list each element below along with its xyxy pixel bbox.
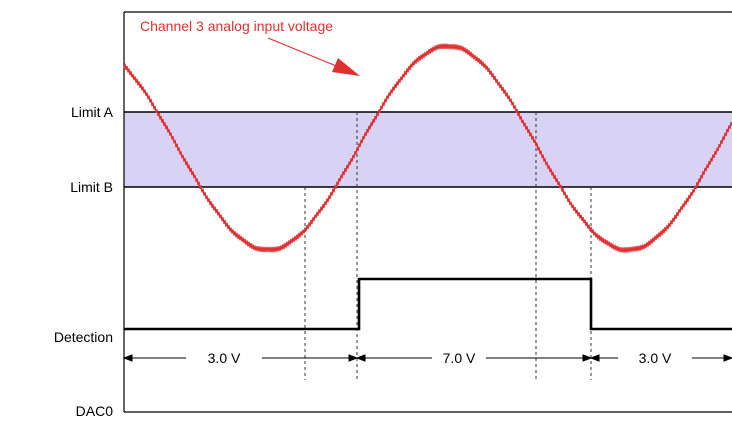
- dac0-label: DAC0: [76, 403, 114, 419]
- annotation-pointer-line: [267, 37, 347, 71]
- signal-annotation: Channel 3 analog input voltage: [140, 18, 333, 34]
- dac0-dimension-lines: [122, 354, 732, 362]
- arrow-head: [355, 354, 366, 362]
- arrow-head: [348, 354, 359, 362]
- limit-a-label: Limit A: [71, 104, 114, 120]
- limit-b-label: Limit B: [70, 179, 113, 195]
- arrow-head: [582, 354, 593, 362]
- limit-band: [124, 112, 732, 187]
- arrow-head: [589, 354, 600, 362]
- annotation-arrow-icon: [332, 58, 360, 76]
- arrow-head: [122, 354, 133, 362]
- arrow-head: [723, 354, 732, 362]
- dac-segment-2-label: 7.0 V: [443, 350, 476, 366]
- dac-segment-3-label: 3.0 V: [639, 350, 672, 366]
- detection-label: Detection: [54, 329, 113, 345]
- analog-signal-wave: [123, 43, 732, 253]
- detection-waveform: [124, 277, 732, 331]
- dac-segment-1-label: 3.0 V: [208, 350, 241, 366]
